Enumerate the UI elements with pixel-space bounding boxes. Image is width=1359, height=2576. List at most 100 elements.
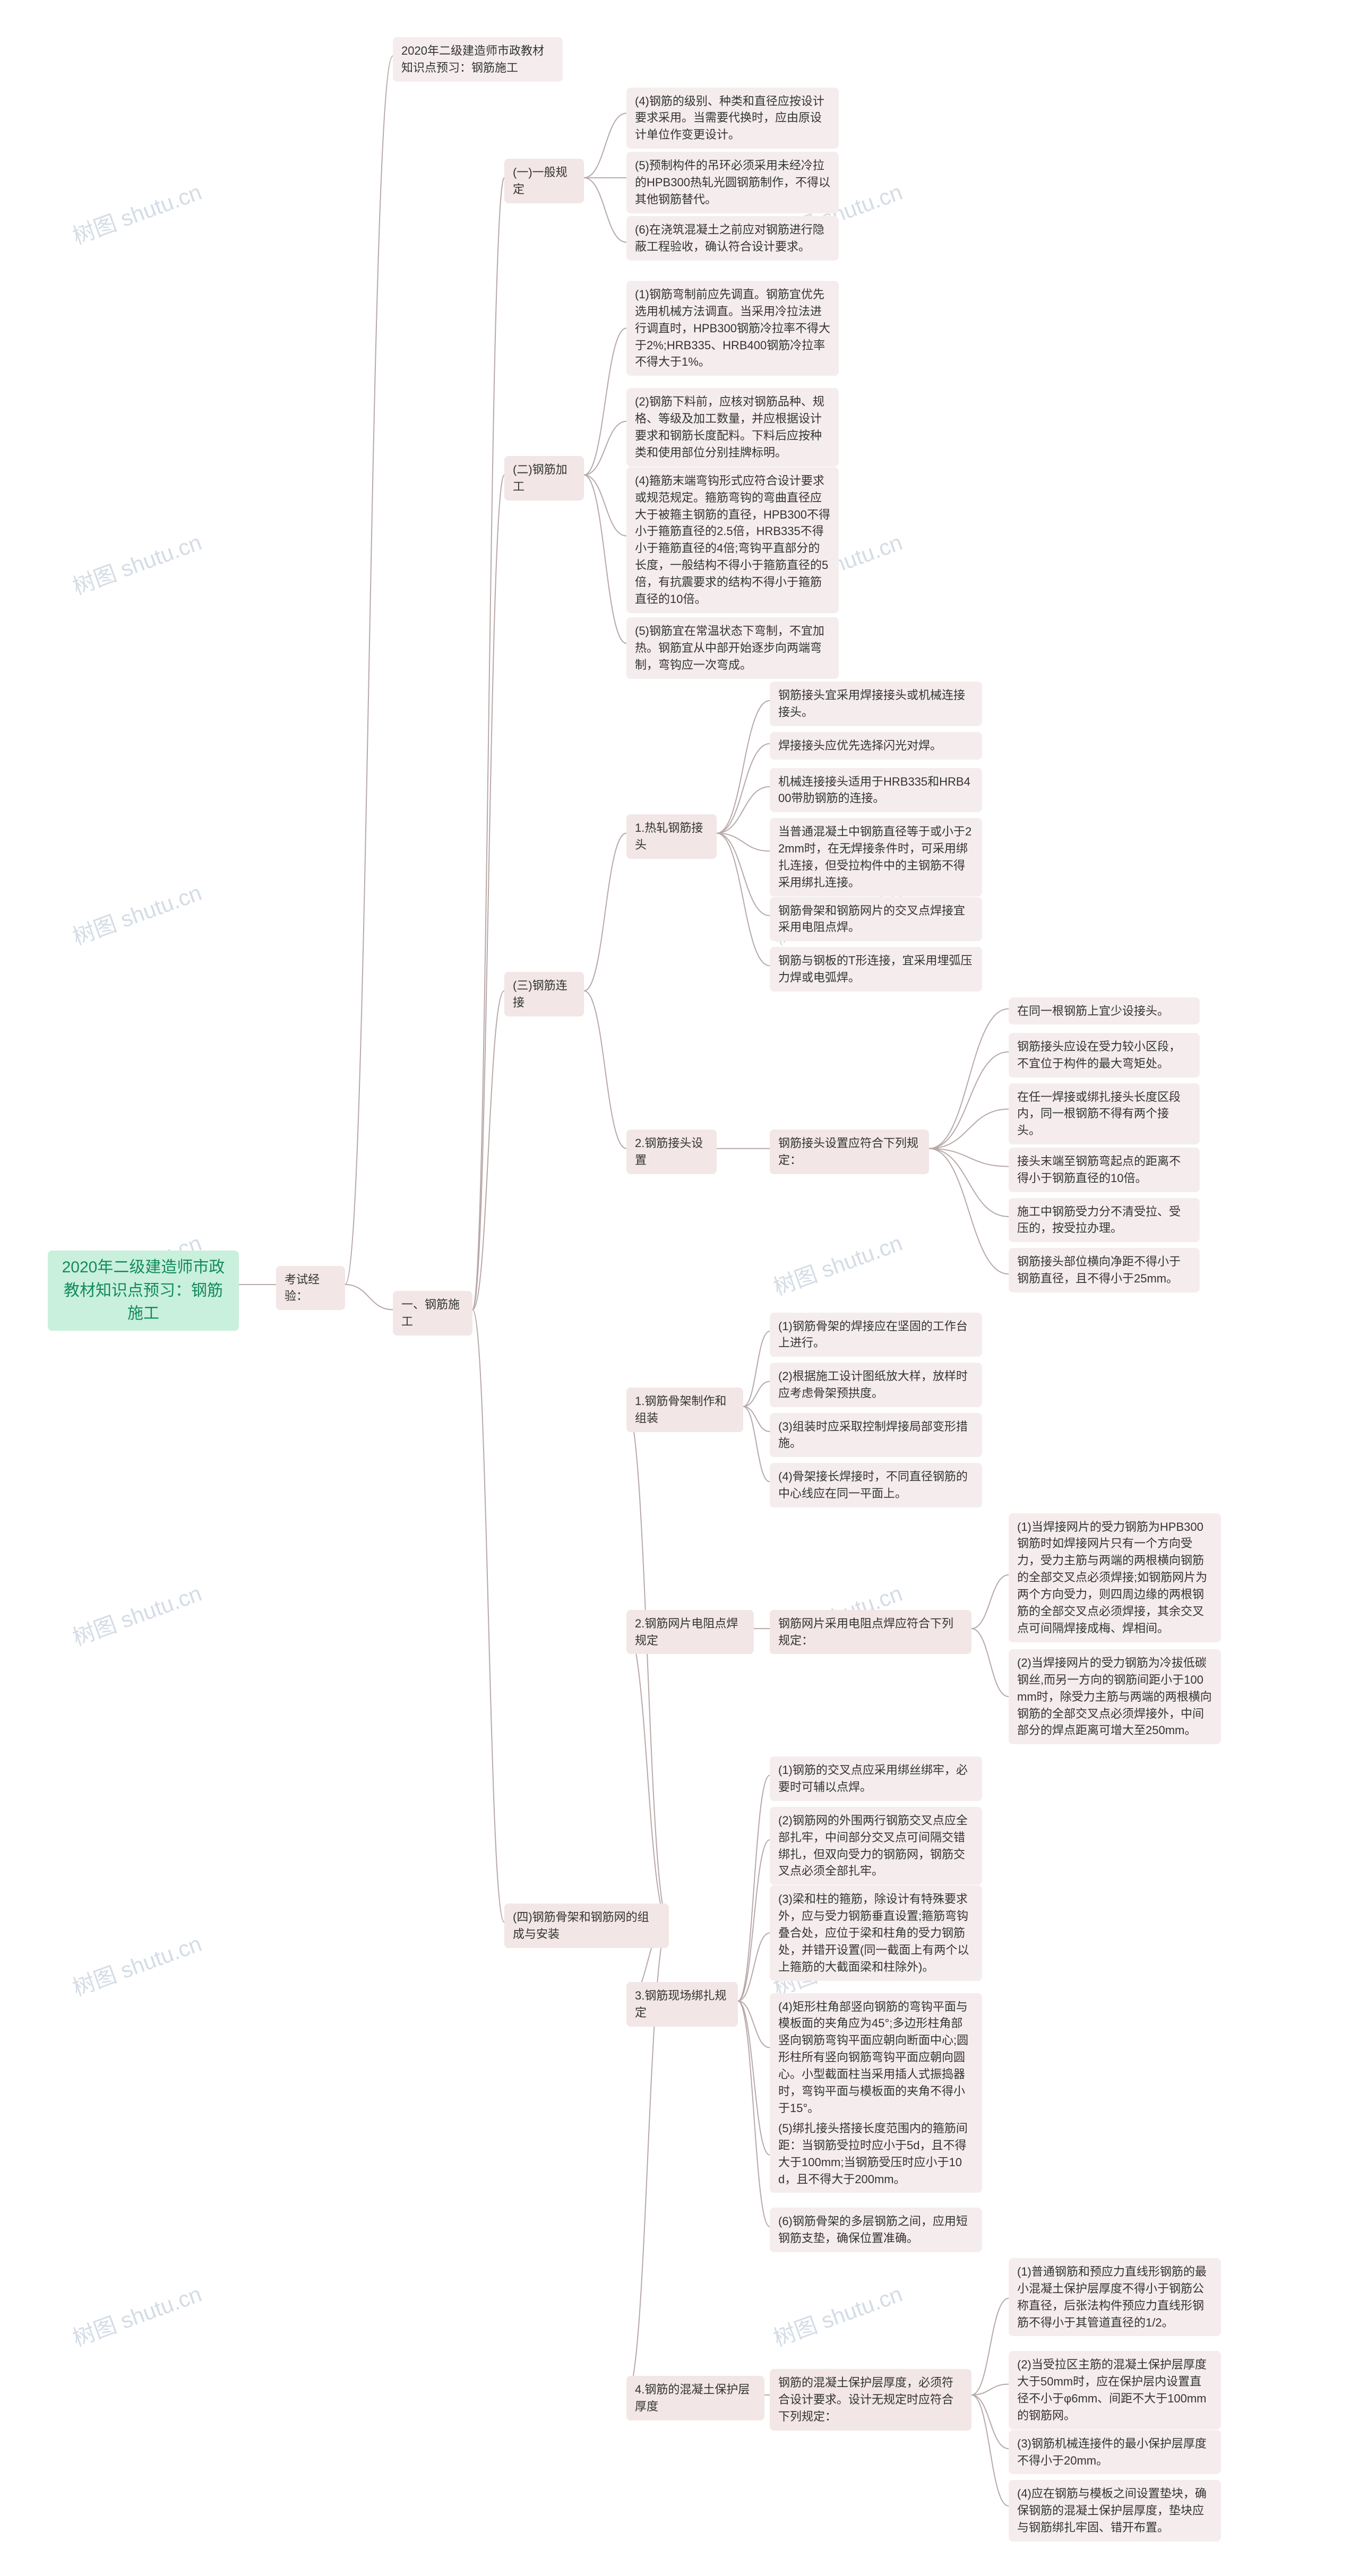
connector xyxy=(472,475,504,1309)
connector xyxy=(584,178,626,242)
leaf-node[interactable]: (5)预制构件的吊环必须采用未经冷拉的HPB300热轧光圆钢筋制作，不得以其他钢… xyxy=(626,152,839,213)
connector xyxy=(584,991,626,1149)
connector xyxy=(929,1149,1009,1274)
branch-node[interactable]: (一)一般规定 xyxy=(504,159,584,203)
leaf-node[interactable]: (1)当焊接网片的受力钢筋为HPB300钢筋时如焊接网片只有一个方向受力，受力主… xyxy=(1009,1513,1221,1642)
connector xyxy=(717,833,770,851)
leaf-node[interactable]: 钢筋接头部位横向净距不得小于钢筋直径，且不得小于25mm。 xyxy=(1009,1248,1200,1293)
watermark: 树图 shutu.cn xyxy=(768,1225,906,1302)
branch-node[interactable]: 一、钢筋施工 xyxy=(393,1291,472,1336)
leaf-node[interactable]: (5)钢筋宜在常温状态下弯制，不宜加热。钢筋宜从中部开始逐步向两端弯制，弯钩应一… xyxy=(626,617,839,679)
connector xyxy=(472,991,504,1310)
connector xyxy=(743,1407,770,1432)
leaf-node[interactable]: (4)钢筋的级别、种类和直径应按设计要求采用。当需要代换时，应由原设计单位作变更… xyxy=(626,88,839,149)
leaf-node[interactable]: (5)绑扎接头搭接长度范围内的箍筋间距：当钢筋受拉时应小于5d，且不得大于100… xyxy=(770,2115,982,2193)
leaf-node[interactable]: (4)应在钢筋与模板之间设置垫块，确保钢筋的混凝土保护层厚度，垫块应与钢筋绑扎牢… xyxy=(1009,2480,1221,2541)
connector xyxy=(584,113,626,177)
branch-node[interactable]: 考试经验： xyxy=(276,1266,345,1311)
watermark: 树图 shutu.cn xyxy=(67,875,205,951)
connector xyxy=(929,1149,1009,1217)
connector xyxy=(743,1381,770,1406)
branch-node[interactable]: 4.钢筋的混凝土保护层厚度 xyxy=(626,2376,764,2420)
connector xyxy=(584,328,626,475)
branch-node[interactable]: (二)钢筋加工 xyxy=(504,456,584,501)
connector xyxy=(971,2384,1009,2395)
branch-node[interactable]: 1.钢筋骨架制作和组装 xyxy=(626,1388,743,1432)
leaf-node[interactable]: 钢筋与钢板的T形连接，宜采用埋弧压力焊或电弧焊。 xyxy=(770,947,982,992)
branch-node[interactable]: 钢筋的混凝土保护层厚度，必须符合设计要求。设计无规定时应符合下列规定： xyxy=(770,2369,971,2431)
connector xyxy=(584,421,626,475)
leaf-node[interactable]: (1)钢筋的交叉点应采用绑丝绑牢，必要时可辅以点焊。 xyxy=(770,1756,982,1801)
leaf-node[interactable]: (2)钢筋下料前，应核对钢筋品种、规格、等级及加工数量，并应根据设计要求和钢筋长… xyxy=(626,388,839,467)
branch-node[interactable]: (三)钢筋连接 xyxy=(504,972,584,1016)
leaf-node[interactable]: 钢筋接头宜采用焊接接头或机械连接接头。 xyxy=(770,682,982,726)
leaf-node[interactable]: 施工中钢筋受力分不清受拉、受压的，按受拉办理。 xyxy=(1009,1198,1200,1243)
connector xyxy=(929,1052,1009,1148)
leaf-node[interactable]: (2)钢筋网的外围两行钢筋交叉点应全部扎牢，中间部分交叉点可间隔交错绑扎，但双向… xyxy=(770,1807,982,1885)
connector xyxy=(971,1575,1009,1629)
connector xyxy=(929,1149,1009,1167)
connector xyxy=(472,1309,504,1922)
watermark: 树图 shutu.cn xyxy=(67,524,205,601)
branch-node[interactable]: 3.钢筋现场绑扎规定 xyxy=(626,1982,738,2027)
connector xyxy=(345,1285,393,1309)
leaf-node[interactable]: 焊接接头应优先选择闪光对焊。 xyxy=(770,732,982,760)
leaf-node[interactable]: 接头末端至钢筋弯起点的距离不得小于钢筋直径的10倍。 xyxy=(1009,1148,1200,1192)
leaf-node[interactable]: (4)矩形柱角部竖向钢筋的弯钩平面与模板面的夹角应为45°;多边形柱角部竖向钢筋… xyxy=(770,1993,982,2122)
watermark: 树图 shutu.cn xyxy=(768,2276,906,2353)
leaf-node[interactable]: 在同一根钢筋上宜少设接头。 xyxy=(1009,997,1200,1025)
leaf-node[interactable]: (2)当受拉区主筋的混凝土保护层厚度大于50mm时，应在保护层内设置直径不小于φ… xyxy=(1009,2351,1221,2429)
branch-node[interactable]: 1.热轧钢筋接头 xyxy=(626,814,717,859)
connector xyxy=(584,833,626,991)
connector xyxy=(738,2001,770,2048)
branch-node[interactable]: 2.钢筋接头设置 xyxy=(626,1130,717,1174)
leaf-node[interactable]: 当普通混凝土中钢筋直径等于或小于22mm时，在无焊接条件时，可采用绑扎连接，但受… xyxy=(770,818,982,897)
branch-node[interactable]: 钢筋网片采用电阻点焊应符合下列规定： xyxy=(770,1610,971,1655)
connector xyxy=(626,1407,669,1923)
connector xyxy=(717,744,770,833)
connector xyxy=(717,701,770,833)
watermark: 树图 shutu.cn xyxy=(67,1575,205,1652)
connector xyxy=(717,833,770,966)
leaf-node[interactable]: 在任一焊接或绑扎接头长度区段内，同一根钢筋不得有两个接头。 xyxy=(1009,1083,1200,1145)
leaf-node[interactable]: 机械连接接头适用于HRB335和HRB400带肋钢筋的连接。 xyxy=(770,768,982,813)
connector xyxy=(584,475,626,536)
leaf-node[interactable]: (1)钢筋弯制前应先调直。钢筋宜优先选用机械方法调直。当采用冷拉法进行调直时，H… xyxy=(626,281,839,376)
connector xyxy=(971,1629,1009,1696)
watermark: 树图 shutu.cn xyxy=(67,174,205,251)
connector xyxy=(584,475,626,643)
branch-node[interactable]: 钢筋接头设置应符合下列规定： xyxy=(770,1130,929,1174)
connector xyxy=(743,1331,770,1407)
connector xyxy=(717,833,770,916)
leaf-node[interactable]: 钢筋骨架和钢筋网片的交叉点焊接宜采用电阻点焊。 xyxy=(770,897,982,942)
leaf-node[interactable]: 2020年二级建造师市政教材知识点预习：钢筋施工 xyxy=(393,37,563,82)
leaf-node[interactable]: (6)钢筋骨架的多层钢筋之间，应用短钢筋支垫，确保位置准确。 xyxy=(770,2208,982,2252)
connector xyxy=(929,1009,1009,1148)
branch-node[interactable]: 2.钢筋网片电阻点焊规定 xyxy=(626,1610,754,1655)
connector xyxy=(738,1933,770,2001)
connector xyxy=(971,2395,1009,2506)
leaf-node[interactable]: (1)普通钢筋和预应力直线形钢筋的最小混凝土保护层厚度不得小于钢筋公称直径，后张… xyxy=(1009,2258,1221,2337)
watermark: 树图 shutu.cn xyxy=(67,2276,205,2353)
connector xyxy=(626,1629,669,1922)
leaf-node[interactable]: (3)组装时应采取控制焊接局部变形措施。 xyxy=(770,1413,982,1458)
connector xyxy=(738,2001,770,2155)
watermark: 树图 shutu.cn xyxy=(67,1926,205,2002)
connector xyxy=(738,1776,770,2001)
leaf-node[interactable]: (4)骨架接长焊接时，不同直径钢筋的中心线应在同一平面上。 xyxy=(770,1463,982,1507)
connector xyxy=(472,178,504,1309)
leaf-node[interactable]: (1)钢筋骨架的焊接应在坚固的工作台上进行。 xyxy=(770,1313,982,1357)
leaf-node[interactable]: (2)当焊接网片的受力钢筋为冷拔低碳钢丝,而另一方向的钢筋间距小于100mm时，… xyxy=(1009,1649,1221,1744)
leaf-node[interactable]: 钢筋接头应设在受力较小区段，不宜位于构件的最大弯矩处。 xyxy=(1009,1033,1200,1078)
connector xyxy=(929,1109,1009,1148)
leaf-node[interactable]: (2)根据施工设计图纸放大样，放样时应考虑骨架预拱度。 xyxy=(770,1363,982,1407)
connector xyxy=(971,2298,1009,2395)
leaf-node[interactable]: (3)梁和柱的箍筋，除设计有特殊要求外，应与受力钢筋垂直设置;箍筋弯钩叠合处，应… xyxy=(770,1885,982,1980)
connector xyxy=(743,1407,770,1482)
leaf-node[interactable]: (6)在浇筑混凝土之前应对钢筋进行隐蔽工程验收，确认符合设计要求。 xyxy=(626,216,839,261)
root-node[interactable]: 2020年二级建造师市政教材知识点预习：钢筋施工 xyxy=(48,1251,239,1331)
branch-node[interactable]: (四)钢筋骨架和钢筋网的组成与安装 xyxy=(504,1903,669,1948)
leaf-node[interactable]: (4)箍筋末端弯钩形式应符合设计要求或规范规定。箍筋弯钩的弯曲直径应大于被箍主钢… xyxy=(626,467,839,613)
connector xyxy=(345,56,393,1285)
leaf-node[interactable]: (3)钢筋机械连接件的最小保护层厚度不得小于20mm。 xyxy=(1009,2430,1221,2475)
